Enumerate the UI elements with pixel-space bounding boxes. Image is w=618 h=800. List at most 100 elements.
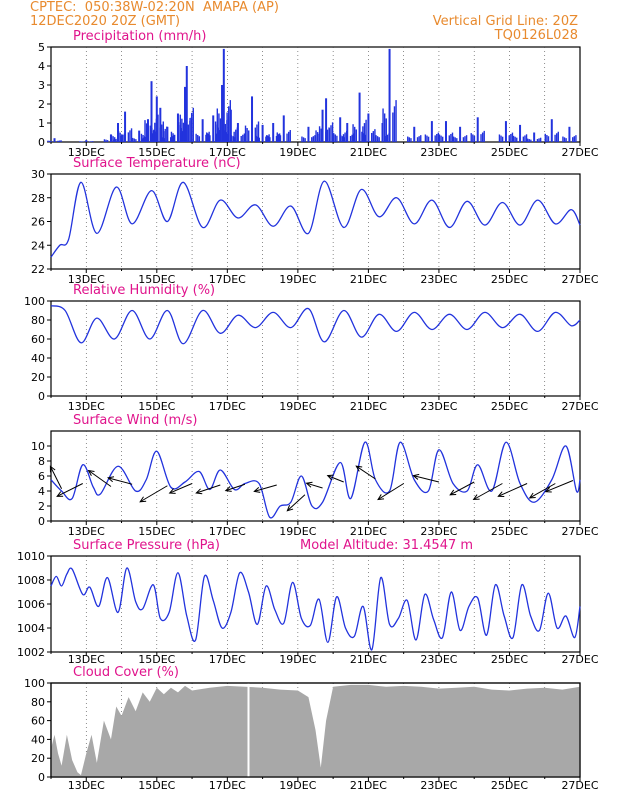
panel-title: Surface Pressure (hPa) xyxy=(73,538,220,553)
header-model-id: TQ0126L028 xyxy=(494,28,578,43)
series-line xyxy=(50,305,581,345)
precip-bar xyxy=(514,136,516,142)
precip-bar xyxy=(470,133,472,142)
y-tick-label: 1008 xyxy=(17,574,45,587)
precip-bar xyxy=(135,139,137,142)
y-tick-label: 22 xyxy=(31,263,45,276)
precip-bar xyxy=(142,135,144,142)
precip-bar xyxy=(166,126,169,142)
wind-arrowhead xyxy=(56,491,64,497)
precip-bar xyxy=(150,81,153,142)
x-tick-label: 13DEC xyxy=(68,525,105,538)
series-line xyxy=(50,180,581,258)
wind-arrow xyxy=(529,483,556,499)
precip-bar xyxy=(386,134,389,142)
precip-bar xyxy=(526,138,529,142)
wind-arrow xyxy=(225,483,246,492)
x-tick-label: 21DEC xyxy=(350,400,387,413)
y-tick-label: 24 xyxy=(31,239,45,252)
y-tick-label: 4 xyxy=(38,485,45,498)
precip-bar xyxy=(287,131,290,142)
wind-arrow xyxy=(545,480,574,493)
precip-bar xyxy=(351,134,353,142)
precip-bar xyxy=(258,137,260,142)
precip-bar xyxy=(410,138,412,142)
panel-2: 22 24 26 28 30 13DEC 15DEC 17DEC 19DEC 21DEC 23DEC… xyxy=(31,156,599,286)
precip-bar xyxy=(424,134,427,142)
precip-bar xyxy=(413,126,416,142)
precip-bar xyxy=(242,134,244,142)
y-tick-label: 60 xyxy=(31,333,45,346)
precip-bar xyxy=(451,132,454,142)
precip-bar xyxy=(121,134,123,142)
precip-bar xyxy=(444,121,447,142)
precip-bar xyxy=(147,126,149,142)
precip-bar xyxy=(483,130,485,142)
y-tick-label: 60 xyxy=(31,715,45,728)
precip-bar xyxy=(129,130,131,142)
x-tick-label: 19DEC xyxy=(279,273,316,286)
precip-bar xyxy=(459,126,462,142)
precip-bar xyxy=(562,136,564,142)
wind-arrow xyxy=(88,470,112,487)
series-line xyxy=(50,441,581,519)
precip-bar xyxy=(437,132,440,142)
precip-bar xyxy=(328,128,331,142)
precip-bar xyxy=(282,115,285,142)
x-tick-label: 25DEC xyxy=(491,779,528,792)
x-tick-label: 23DEC xyxy=(420,779,457,792)
header-datetime: 12DEC2020 20Z (GMT) xyxy=(30,14,181,29)
precip-bar xyxy=(434,135,436,142)
precip-bar xyxy=(363,123,366,142)
precip-bar xyxy=(533,132,536,142)
precip-bar xyxy=(316,132,319,142)
precip-bar xyxy=(498,134,501,142)
precip-bar xyxy=(508,135,510,142)
precip-bar xyxy=(243,133,246,142)
precip-bar xyxy=(510,133,512,142)
precip-bar xyxy=(103,139,106,142)
precip-bar xyxy=(228,106,230,142)
panel-6: 0 20 40 60 80 100 13DEC 15DEC 17DEC 19DEC 21DEC 23D… xyxy=(24,665,599,792)
wind-arrowhead xyxy=(253,487,261,493)
precip-bar xyxy=(184,86,187,142)
precip-bar xyxy=(157,114,159,142)
wind-arrow xyxy=(56,483,83,497)
precip-bar xyxy=(358,92,361,142)
precip-bar xyxy=(331,122,334,142)
precip-bar xyxy=(544,133,546,142)
precip-bar xyxy=(364,134,366,142)
x-tick-label: 15DEC xyxy=(138,779,175,792)
y-tick-label: 4 xyxy=(38,60,45,73)
precip-bar xyxy=(322,130,324,142)
precip-bar xyxy=(546,135,548,142)
y-tick-label: 28 xyxy=(31,192,45,205)
x-tick-label: 13DEC xyxy=(68,146,105,159)
y-tick-label: 30 xyxy=(31,168,45,181)
wind-arrow xyxy=(169,483,193,494)
precip-bar xyxy=(279,135,282,142)
precip-bar xyxy=(376,136,379,142)
precip-bar xyxy=(383,113,386,142)
precip-bar xyxy=(528,139,530,142)
y-tick-label: 0 xyxy=(38,136,45,149)
precip-bar xyxy=(420,135,422,142)
y-tick-label: 1006 xyxy=(17,598,45,611)
header-location: CPTEC: 050:38W-02:20N AMAPA (AP) xyxy=(30,0,279,15)
wind-arrow xyxy=(473,483,503,500)
wind-arrow xyxy=(413,475,440,483)
y-tick-label: 40 xyxy=(31,352,45,365)
wind-arrowhead xyxy=(139,496,147,503)
y-tick-label: 1010 xyxy=(17,550,45,563)
precip-bar xyxy=(251,96,254,142)
y-tick-label: 6 xyxy=(38,470,45,483)
precip-bar xyxy=(504,121,507,142)
precip-bar xyxy=(256,124,258,142)
precip-bar xyxy=(473,135,476,142)
precip-bar xyxy=(192,107,194,142)
y-tick-label: 1 xyxy=(38,117,45,130)
wind-arrow xyxy=(196,484,221,494)
x-tick-label: 13DEC xyxy=(68,779,105,792)
precip-bar xyxy=(222,48,225,142)
y-tick-label: 20 xyxy=(31,752,45,765)
